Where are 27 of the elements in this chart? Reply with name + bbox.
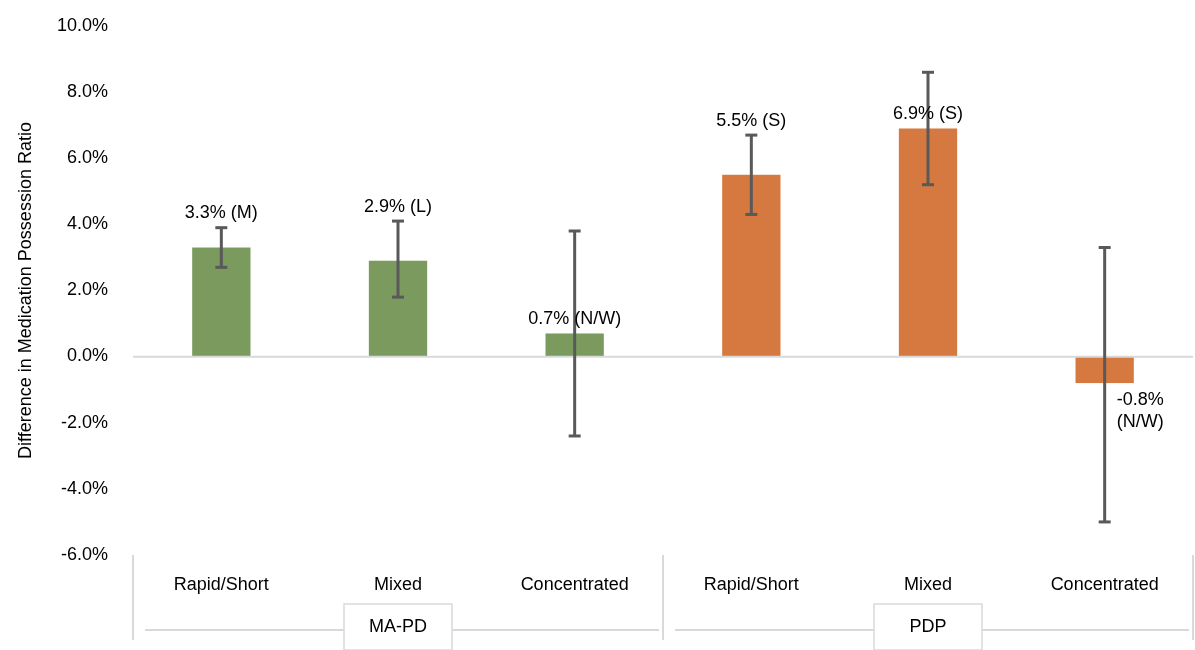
y-tick-label: 10.0% xyxy=(56,14,108,35)
x-tick-label: Concentrated xyxy=(1050,573,1159,594)
x-tick-label: Concentrated xyxy=(520,573,629,594)
bar xyxy=(368,260,428,357)
y-axis-title: Difference in Medication Possession Ratio xyxy=(14,122,35,459)
bar xyxy=(192,247,251,357)
y-tick-label: -4.0% xyxy=(60,477,108,498)
data-label: 3.3% (M) xyxy=(184,202,258,223)
x-tick-label: Mixed xyxy=(903,573,953,594)
bar xyxy=(898,128,958,357)
x-tick-label: Mixed xyxy=(373,573,423,594)
y-tick-label: 0.0% xyxy=(66,345,108,366)
text: MA-PD xyxy=(369,616,427,636)
text: PDP xyxy=(909,616,947,636)
bar xyxy=(722,174,781,357)
y-tick-label: -2.0% xyxy=(60,411,108,432)
y-tick-label: 6.0% xyxy=(66,147,108,167)
y-tick-label: 4.0% xyxy=(66,213,108,234)
y-tick-label: 2.0% xyxy=(66,279,108,300)
y-tick-label: -6.0% xyxy=(60,543,108,564)
x-tick-label: Rapid/Short xyxy=(173,573,269,594)
data-label: 5.5% (S) xyxy=(716,109,787,130)
x-tick-label: Rapid/Short xyxy=(703,573,799,594)
data-label: 2.9% (L) xyxy=(363,195,433,216)
data-label: -0.8% (N/W) xyxy=(1116,389,1164,432)
bar xyxy=(545,333,604,357)
y-tick-label: 8.0% xyxy=(66,80,108,101)
